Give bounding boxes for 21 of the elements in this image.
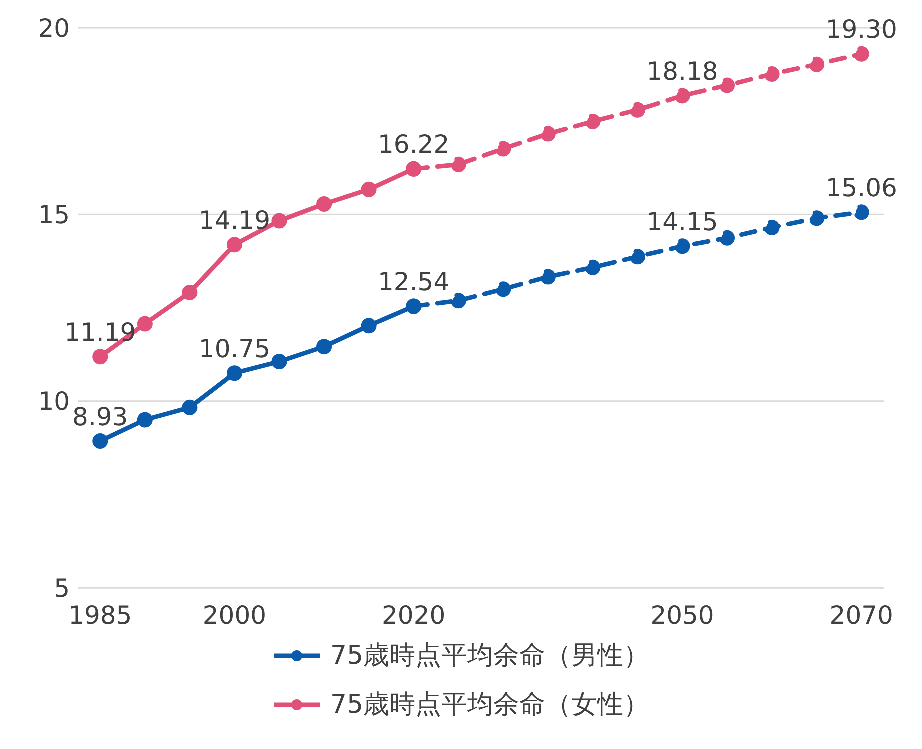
data-label: 12.54	[378, 268, 450, 297]
data-label: 19.30	[826, 15, 898, 44]
data-label: 10.75	[198, 334, 271, 364]
x-tick-label: 1985	[68, 600, 132, 630]
data-label: 16.22	[378, 130, 450, 160]
x-tick-label: 2020	[382, 600, 446, 630]
legend-label: 75歳時点平均余命（男性）	[330, 640, 650, 673]
y-tick-label: 5	[54, 574, 70, 603]
data-label: 14.19	[198, 206, 271, 235]
legend-label: 75歳時点平均余命（女性）	[330, 689, 650, 722]
y-tick-label: 20	[38, 14, 70, 43]
data-label: 8.93	[72, 402, 128, 432]
data-label: 14.15	[646, 207, 718, 236]
x-tick-label: 2050	[650, 600, 714, 630]
y-tick-label: 15	[38, 200, 70, 230]
x-tick-label: 2070	[830, 600, 894, 630]
x-tick-label: 2000	[202, 600, 267, 630]
data-label: 18.18	[646, 56, 718, 86]
data-label: 11.19	[64, 318, 136, 347]
data-label: 15.06	[826, 173, 898, 202]
y-tick-label: 10	[38, 387, 70, 416]
